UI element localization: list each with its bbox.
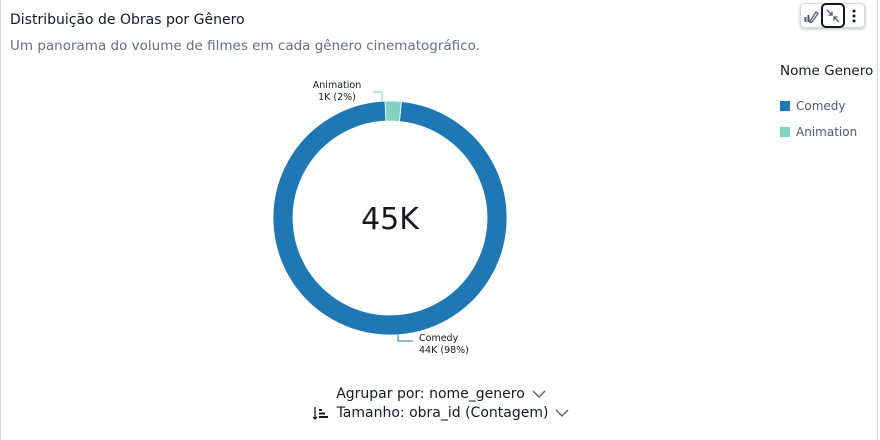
sort-bars-icon [312, 407, 328, 420]
legend-item-animation[interactable]: Animation [780, 125, 857, 139]
group-by-label: Agrupar por: nome_genero [336, 386, 525, 402]
animation-percent-label: (2%) [333, 92, 355, 103]
comedy-slice-name: Comedy [419, 333, 459, 344]
size-label: Tamanho: obra_id (Contagem) [336, 405, 549, 421]
collapse-icon[interactable] [821, 3, 845, 28]
legend-item-comedy[interactable]: Comedy [780, 99, 846, 113]
chart-pencil-icon[interactable] [801, 4, 820, 27]
donut-center-label: 45K [361, 202, 420, 237]
comedy-leader-line [397, 333, 413, 342]
chevron-down-icon [555, 409, 569, 417]
chart-subtitle: Um panorama do volume de filmes em cada … [10, 38, 480, 54]
legend-swatch-animation [780, 127, 790, 137]
donut-chart: 45K Animation 1K (2%) Comedy 44K (98%) [272, 80, 508, 356]
legend-title: Nome Genero [780, 63, 874, 79]
animation-slice-value: 1K (2%) [318, 92, 356, 103]
legend-swatch-comedy [780, 101, 790, 111]
more-vertical-icon[interactable] [845, 4, 864, 27]
chevron-down-icon [532, 390, 546, 398]
visual-toolbar [800, 3, 865, 28]
comedy-slice-value: 44K (98%) [419, 345, 469, 356]
size-control[interactable]: Tamanho: obra_id (Contagem) [1, 405, 880, 424]
animation-slice-name: Animation [313, 80, 361, 91]
comedy-percent-label: (98%) [440, 345, 469, 356]
legend-label-comedy: Comedy [796, 99, 846, 113]
animation-value-label: 1K [318, 92, 331, 103]
animation-leader-line [373, 91, 383, 101]
legend-label-animation: Animation [796, 125, 858, 139]
donut-slice-animation[interactable] [384, 100, 402, 122]
group-by-control[interactable]: Agrupar por: nome_genero [1, 386, 880, 402]
donut-slice-comedy[interactable] [272, 100, 508, 336]
chart-title: Distribuição de Obras por Gênero [10, 12, 245, 28]
comedy-value-label: 44K [419, 345, 438, 356]
